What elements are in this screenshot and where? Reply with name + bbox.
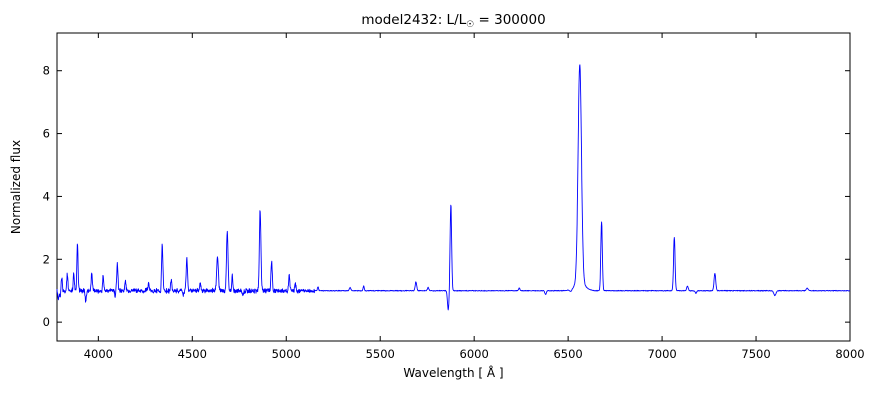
x-tick-label: 7500 [741, 347, 770, 361]
x-tick-label: 6500 [553, 347, 582, 361]
x-tick-label: 8000 [835, 347, 864, 361]
y-tick-label: 6 [43, 127, 50, 141]
y-tick-label: 4 [43, 189, 50, 203]
chart-title-value: = 300000 [474, 12, 546, 28]
y-tick-label: 8 [43, 64, 50, 78]
spectrum-line [56, 64, 851, 311]
x-axis-label: Wavelength [ Å ] [403, 366, 504, 380]
x-tick-label: 7000 [647, 347, 676, 361]
y-tick-label: 0 [43, 315, 50, 329]
x-tick-label: 4500 [178, 347, 207, 361]
axes-frame [56, 32, 851, 342]
x-tick-label: 4000 [84, 347, 113, 361]
x-tick-label: 5500 [366, 347, 395, 361]
x-tick-label: 5000 [272, 347, 301, 361]
y-axis-label: Normalized flux [9, 139, 23, 235]
chart-title: model2432: L/L☉ = 300000 [57, 12, 850, 30]
sun-symbol-subscript: ☉ [466, 20, 475, 30]
x-tick-label: 6000 [460, 347, 489, 361]
y-tick-label: 2 [43, 252, 50, 266]
chart-title-text: model2432: L/L [361, 12, 467, 28]
